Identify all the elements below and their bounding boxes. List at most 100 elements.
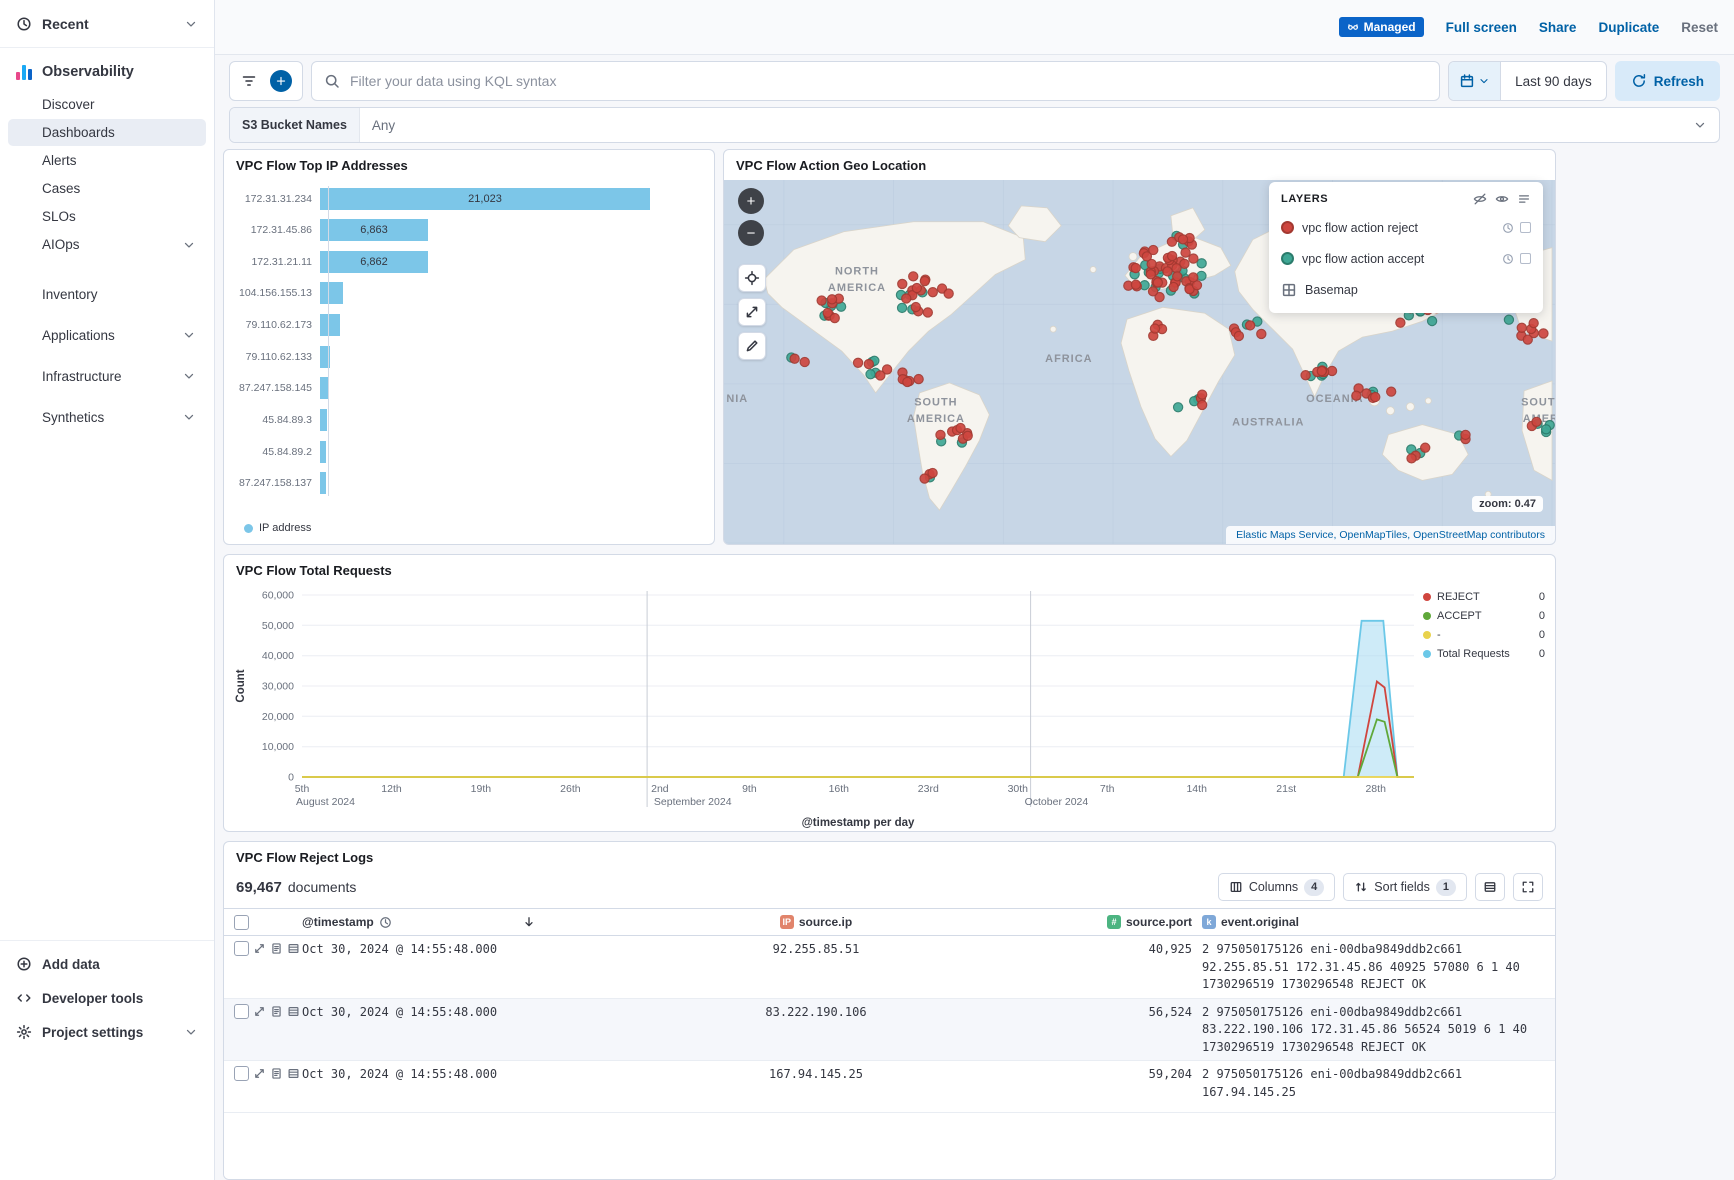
column-header-event-original[interactable]: event.original <box>1221 915 1300 929</box>
column-header-timestamp[interactable]: @timestamp <box>302 915 374 929</box>
panel-title: VPC Flow Reject Logs <box>236 850 374 865</box>
layer-checkbox[interactable] <box>1520 222 1531 233</box>
bar-segment[interactable]: 21,023 <box>320 187 650 210</box>
calendar-icon <box>1459 73 1475 89</box>
layer-row-reject[interactable]: vpc flow action reject <box>1281 212 1531 243</box>
sidebar-recent[interactable]: Recent <box>0 0 214 47</box>
show-all-layers-icon[interactable] <box>1495 192 1509 206</box>
bar-track: 6,862 <box>320 250 702 273</box>
expand-row-icon[interactable] <box>253 1005 266 1018</box>
sidebar-item-developer-tools[interactable]: Developer tools <box>0 981 214 1015</box>
sidebar-item-cases[interactable]: Cases <box>42 181 81 196</box>
add-filter-button[interactable] <box>270 70 292 92</box>
svg-text:August 2024: August 2024 <box>296 796 355 808</box>
legend-swatch <box>1423 593 1431 601</box>
display-options-button[interactable] <box>1475 873 1505 901</box>
zoom-in-button[interactable]: + <box>738 188 764 214</box>
series-line-1[interactable] <box>302 718 1414 778</box>
sidebar-item-infrastructure[interactable]: Infrastructure <box>8 356 206 396</box>
bar-segment[interactable] <box>320 377 328 400</box>
svg-text:September 2024: September 2024 <box>654 796 732 808</box>
map-area[interactable]: NORTHAMERICASOUTHAMERICAAFRICAASIAOCEANI… <box>724 180 1555 544</box>
legend-item[interactable]: -0 <box>1423 629 1545 641</box>
sidebar-item-discover[interactable]: Discover <box>42 97 95 112</box>
sidebar-item-inventory[interactable]: Inventory <box>42 286 98 302</box>
refresh-button[interactable]: Refresh <box>1614 61 1720 101</box>
bar-segment[interactable] <box>320 314 340 337</box>
row-checkbox[interactable] <box>234 1066 249 1081</box>
sidebar-item-add-data[interactable]: Add data <box>0 947 214 981</box>
view-document-icon[interactable] <box>270 1067 283 1080</box>
bar-segment[interactable] <box>320 440 326 463</box>
saved-query-menu-button[interactable] <box>234 65 264 97</box>
view-document-icon[interactable] <box>270 942 283 955</box>
legend-item[interactable]: Total Requests 0 <box>1423 648 1545 660</box>
control-value[interactable]: Any <box>371 117 396 133</box>
bar-segment[interactable] <box>320 282 343 305</box>
single-doc-icon[interactable] <box>287 1067 300 1080</box>
sidebar-item-synthetics[interactable]: Synthetics <box>8 397 206 437</box>
row-checkbox[interactable] <box>234 941 249 956</box>
layer-order-icon[interactable] <box>1517 192 1531 206</box>
column-header-source-port[interactable]: source.port <box>1125 915 1192 929</box>
line-chart[interactable]: 0 10,000 20,000 30,000 40,000 50,000 60,000 5th… <box>232 585 1422 829</box>
svg-text:30th: 30th <box>1008 783 1029 795</box>
select-all-checkbox[interactable] <box>234 914 249 930</box>
view-document-icon[interactable] <box>270 1005 283 1018</box>
sidebar-solution-observability[interactable]: Observability <box>0 48 214 90</box>
expand-row-icon[interactable] <box>253 942 266 955</box>
bar-segment[interactable] <box>320 345 330 368</box>
bar-segment[interactable]: 6,863 <box>320 219 428 242</box>
single-doc-icon[interactable] <box>287 1005 300 1018</box>
sidebar-item-project-settings[interactable]: Project settings <box>0 1015 214 1049</box>
legend-item[interactable]: ACCEPT 0 <box>1423 610 1545 622</box>
bar-value-label: 6,862 <box>360 255 388 268</box>
measure-button[interactable] <box>738 298 766 326</box>
single-doc-icon[interactable] <box>287 942 300 955</box>
controls-collapse-icon[interactable] <box>1693 118 1707 132</box>
full-screen-button[interactable]: Full screen <box>1445 19 1517 35</box>
sidebar-item-aiops[interactable]: AIOps <box>8 231 206 258</box>
fit-to-data-button[interactable] <box>738 264 766 292</box>
series-line-3[interactable] <box>302 619 1414 778</box>
sidebar-item-dashboards[interactable]: Dashboards <box>8 119 206 146</box>
share-button[interactable]: Share <box>1538 19 1577 35</box>
time-range-button[interactable]: Last 90 days <box>1501 73 1606 89</box>
hide-all-layers-icon[interactable] <box>1473 192 1487 206</box>
sort-fields-button[interactable]: Sort fields 1 <box>1343 873 1467 901</box>
map-attribution[interactable]: Elastic Maps Service, OpenMapTiles, Open… <box>1226 526 1555 544</box>
bar-segment[interactable] <box>320 472 326 495</box>
bar-segment[interactable] <box>320 409 327 432</box>
s3-bucket-control[interactable]: S3 Bucket Names Any <box>229 107 1720 143</box>
legend-item[interactable]: REJECT 0 <box>1423 591 1545 603</box>
expand-row-icon[interactable] <box>253 1067 266 1080</box>
fullscreen-table-button[interactable] <box>1513 873 1543 901</box>
column-header-source-ip[interactable]: source.ip <box>798 915 853 929</box>
columns-icon <box>1229 880 1243 894</box>
bar-chart-legend[interactable]: IP address <box>244 522 311 534</box>
sidebar-item-alerts[interactable]: Alerts <box>42 153 77 168</box>
cell-source-ip: 83.222.190.106 <box>765 1004 867 1019</box>
layer-row-accept[interactable]: vpc flow action accept <box>1281 243 1531 274</box>
layer-row-basemap[interactable]: Basemap <box>1281 274 1531 305</box>
sidebar-item-applications[interactable]: Applications <box>8 315 206 355</box>
series-line-0[interactable] <box>302 679 1414 778</box>
sidebar-item-slos[interactable]: SLOs <box>42 209 76 224</box>
draw-tools-button[interactable] <box>738 332 766 360</box>
kql-search-input[interactable] <box>348 72 1428 90</box>
bar-segment[interactable]: 6,862 <box>320 250 428 273</box>
columns-button[interactable]: Columns 4 <box>1217 873 1336 901</box>
reset-button[interactable]: Reset <box>1681 19 1718 35</box>
legend-swatch <box>1423 631 1431 639</box>
row-checkbox[interactable] <box>234 1003 249 1019</box>
zoom-out-button[interactable]: − <box>738 220 764 246</box>
date-quick-select-button[interactable] <box>1449 62 1502 100</box>
sort-descending-icon[interactable] <box>522 915 536 929</box>
query-bar: Last 90 days Refresh <box>215 55 1734 107</box>
svg-text:19th: 19th <box>471 783 492 795</box>
svg-text:23rd: 23rd <box>918 783 939 795</box>
duplicate-button[interactable]: Duplicate <box>1598 19 1660 35</box>
layer-checkbox[interactable] <box>1520 253 1531 264</box>
bar-track <box>320 314 702 337</box>
legend-label: REJECT <box>1437 591 1480 603</box>
